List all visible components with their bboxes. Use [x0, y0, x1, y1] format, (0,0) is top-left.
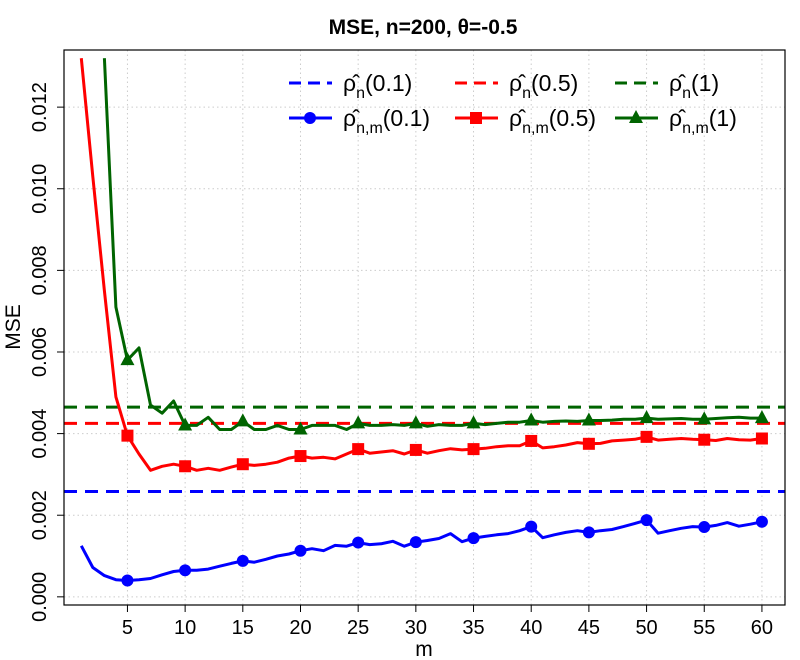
data-point-circle: [467, 532, 480, 545]
legend: ρ̂n(0.1) ρ̂n(0.5) ρ̂n(1) ρ̂n,m(0.1) ρ̂n,m(0.…: [289, 70, 737, 137]
x-tick-label: 20: [289, 617, 311, 639]
data-point-triangle: [524, 412, 539, 426]
y-tick-label: 0.004: [29, 409, 51, 459]
data-point-circle: [640, 514, 653, 527]
x-tick-label: 15: [232, 617, 254, 639]
data-point-square: [525, 434, 538, 447]
x-tick-label: 5: [122, 617, 133, 639]
x-tick-label: 55: [693, 617, 715, 639]
data-point-triangle: [466, 415, 481, 429]
data-point-triangle: [178, 417, 193, 431]
data-point-triangle: [408, 415, 423, 429]
y-axis-label: MSE: [2, 304, 25, 350]
x-tick-label: 45: [578, 617, 600, 639]
y-tick-label: 0.002: [29, 490, 51, 540]
x-tick-label: 25: [347, 617, 369, 639]
legend-label: ρ̂n(0.5): [509, 70, 578, 102]
data-point-square: [294, 450, 307, 463]
data-point-circle: [698, 521, 711, 534]
data-point-square: [582, 437, 595, 450]
data-point-square: [698, 433, 711, 446]
data-point-circle: [582, 526, 595, 539]
x-tick-label: 40: [520, 617, 542, 639]
data-point-circle: [294, 544, 307, 557]
x-tick-label: 50: [635, 617, 657, 639]
data-point-square: [179, 460, 192, 473]
data-point-square: [467, 443, 480, 456]
data-point-triangle: [639, 410, 654, 424]
data-point-triangle: [629, 110, 643, 123]
data-point-square: [409, 443, 422, 456]
y-tick-label: 0.012: [29, 82, 51, 132]
data-point-circle: [236, 554, 249, 567]
data-point-circle: [352, 536, 365, 549]
data-point-triangle: [293, 421, 308, 435]
series-line: [102, 58, 762, 431]
y-tick-label: 0.008: [29, 245, 51, 295]
legend-label: ρ̂n(0.1): [343, 70, 412, 102]
plot-frame: [63, 49, 786, 606]
data-point-square: [755, 432, 768, 445]
data-point-circle: [525, 520, 538, 533]
data-point-triangle: [235, 413, 250, 427]
data-point-triangle: [581, 412, 596, 426]
y-tick-label: 0.006: [29, 327, 51, 377]
data-point-square: [640, 430, 653, 443]
data-series: [79, 58, 769, 587]
legend-label: ρ̂n,m(1): [669, 105, 737, 137]
x-tick-label: 30: [405, 617, 427, 639]
data-point-square: [470, 112, 482, 124]
grid-lines: [64, 50, 785, 605]
legend-label: ρ̂n,m(0.1): [343, 105, 430, 137]
y-axis: 0.000 0.002 0.004 0.006 0.008 0.010 0.012: [29, 82, 64, 622]
data-point-square: [352, 443, 365, 456]
reference-lines: [64, 405, 785, 494]
data-point-triangle: [120, 352, 135, 366]
data-point-circle: [179, 564, 192, 577]
data-point-triangle: [754, 410, 769, 424]
x-axis-label: m: [415, 638, 433, 660]
legend-label: ρ̂n(1): [669, 70, 719, 102]
data-point-triangle: [351, 415, 366, 429]
data-point-circle: [121, 574, 134, 587]
data-point-circle: [755, 515, 768, 528]
data-point-square: [121, 429, 134, 442]
data-point-triangle: [697, 411, 712, 425]
legend-label: ρ̂n,m(0.5): [509, 105, 596, 137]
x-tick-label: 60: [751, 617, 773, 639]
data-point-circle: [304, 112, 316, 124]
x-axis: 5 10 15 20 25 30 35 40 45 50 55 60: [122, 605, 773, 639]
data-point-square: [236, 458, 249, 471]
y-tick-label: 0.000: [29, 572, 51, 622]
x-tick-label: 10: [174, 617, 196, 639]
chart-title: MSE, n=200, θ=-0.5: [329, 16, 518, 39]
x-tick-label: 35: [462, 617, 484, 639]
y-tick-label: 0.010: [29, 164, 51, 214]
data-point-circle: [409, 536, 422, 549]
